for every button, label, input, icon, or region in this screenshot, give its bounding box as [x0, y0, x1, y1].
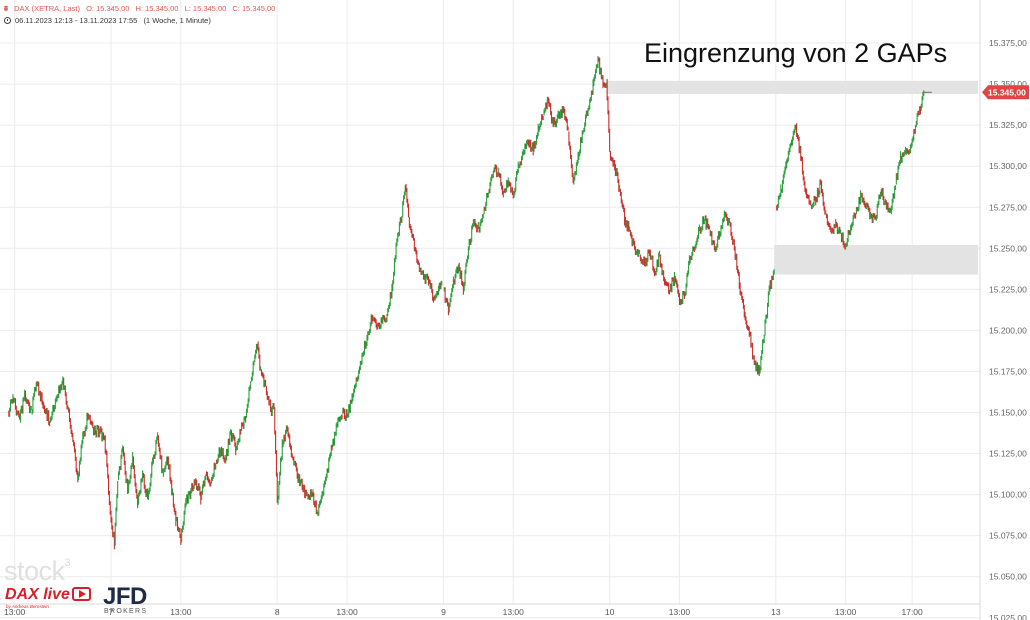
x-tick-label: 13	[771, 607, 781, 617]
gap-zone-1[interactable]	[606, 80, 978, 94]
y-tick-label: 15.025,00	[989, 613, 1027, 620]
gap-annotation: Eingrenzung von 2 GAPs	[644, 38, 947, 68]
open-value: O: 15.345,00	[86, 4, 130, 13]
date-range: 06.11.2023 12:13 - 13.11.2023 17:55	[15, 16, 138, 25]
dax-live-logo: DAX live	[5, 586, 91, 604]
interval-label: (1 Woche, 1 Minute)	[143, 16, 211, 25]
y-tick-label: 15.350,00	[989, 79, 1027, 89]
jfd-logo: JFD	[103, 583, 147, 610]
high-value: H: 15.345,00	[135, 4, 179, 13]
x-tick-label: 13:00	[503, 607, 525, 617]
x-tick-label: 8	[275, 607, 280, 617]
y-tick-label: 15.200,00	[989, 325, 1027, 335]
y-tick-label: 15.325,00	[989, 120, 1027, 130]
x-tick-label: 13:00	[336, 607, 358, 617]
x-tick-label: 9	[441, 607, 446, 617]
x-tick-label: 17:00	[901, 607, 923, 617]
y-tick-label: 15.175,00	[989, 366, 1027, 376]
y-tick-label: 15.075,00	[989, 531, 1027, 541]
x-tick-label: 7	[109, 607, 114, 617]
y-tick-label: 15.300,00	[989, 161, 1027, 171]
x-tick-label: 13:00	[835, 607, 857, 617]
range-header: 06.11.2023 12:13 - 13.11.2023 17:55 (1 W…	[4, 16, 215, 25]
x-tick-label: 10	[605, 607, 615, 617]
chart-type-icon[interactable]: ⩩	[4, 4, 9, 13]
y-tick-label: 15.150,00	[989, 408, 1027, 418]
dax-live-byline: by Andreas Bernstein	[6, 604, 49, 609]
y-tick-label: 15.125,00	[989, 449, 1027, 459]
close-value: C: 15.345,00	[232, 4, 276, 13]
x-tick-label: 13:00	[4, 607, 26, 617]
last-price-marker	[982, 85, 1029, 100]
symbol-label: DAX (XETRA, Last)	[14, 4, 80, 13]
x-tick-label: 13:00	[170, 607, 192, 617]
y-tick-label: 15.250,00	[989, 243, 1027, 253]
y-tick-label: 15.375,00	[989, 38, 1027, 48]
last-price-label: 15.345,00	[988, 87, 1026, 97]
play-icon	[71, 587, 91, 601]
x-tick-label: 13:00	[669, 607, 691, 617]
y-tick-label: 15.225,00	[989, 284, 1027, 294]
y-tick-label: 15.050,00	[989, 572, 1027, 582]
y-tick-label: 15.275,00	[989, 202, 1027, 212]
y-tick-label: 15.100,00	[989, 490, 1027, 500]
plot-area[interactable]	[0, 0, 980, 604]
jfd-brokers-label: BROKERS	[104, 608, 148, 615]
gap-zone-2[interactable]	[774, 245, 978, 275]
low-value: L: 15.345,00	[184, 4, 227, 13]
clock-icon	[4, 17, 11, 24]
ohlc-header: ⩩ DAX (XETRA, Last) O: 15.345,00 H: 15.3…	[4, 4, 279, 14]
stock3-watermark: stock3	[4, 556, 71, 586]
